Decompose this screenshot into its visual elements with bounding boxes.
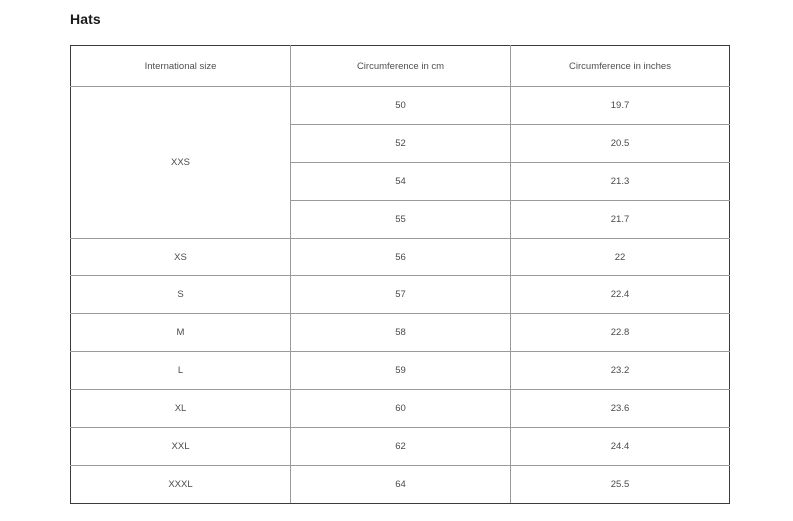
- table-header: International size Circumference in cm C…: [70, 45, 730, 87]
- cell-circumference-inches: 23.6: [510, 389, 730, 429]
- page-title: Hats: [70, 11, 101, 27]
- cell-international-size: XL: [70, 389, 291, 429]
- table-row: XXS 50 19.7: [70, 86, 730, 239]
- table-row: 55 21.7: [71, 199, 730, 239]
- cell-circumference-cm: 57: [290, 275, 511, 315]
- cell-circumference-inches: 20.5: [510, 123, 730, 163]
- cell-international-size: XXS: [70, 86, 291, 239]
- cell-circumference-cm: 52: [290, 123, 511, 163]
- table-row: XXXL 64 25.5: [70, 464, 730, 504]
- cell-international-size: XXXL: [70, 464, 291, 504]
- cell-international-size: S: [70, 275, 291, 315]
- cell-international-size: L: [70, 351, 291, 391]
- cell-circumference-inches: 19.7: [510, 86, 730, 125]
- cell-circumference-cm: 60: [290, 389, 511, 429]
- cell-circumference-inches: 24.4: [510, 427, 730, 466]
- cell-circumference-inches: 25.5: [510, 464, 730, 504]
- cell-circumference-cm: 58: [290, 313, 511, 353]
- cell-circumference-cm: 54: [290, 161, 511, 201]
- table-row: XXL 62 24.4: [70, 427, 730, 466]
- table-row: L 59 23.2: [70, 351, 730, 391]
- cell-international-size: M: [70, 313, 291, 353]
- table-row: S 57 22.4: [70, 275, 730, 315]
- table-row: XS 56 22: [70, 237, 730, 277]
- cell-circumference-inches: 22.4: [510, 275, 730, 315]
- cell-circumference-inches: 21.7: [510, 199, 730, 239]
- cell-circumference-cm: 64: [290, 464, 511, 504]
- column-header-circumference-inches: Circumference in inches: [510, 45, 730, 87]
- table-row: XL 60 23.6: [70, 389, 730, 429]
- table-row: M 58 22.8: [70, 313, 730, 353]
- cell-circumference-inches: 21.3: [510, 161, 730, 201]
- table-body: XXS 50 19.7 52 20.5 54 21.3 55 21.7 XS 56 22 S 57 22.4…: [70, 86, 730, 504]
- cell-international-size: XXL: [70, 427, 291, 466]
- size-chart-container: International size Circumference in cm C…: [70, 45, 730, 504]
- size-chart-table: International size Circumference in cm C…: [70, 45, 730, 504]
- cell-circumference-inches: 22.8: [510, 313, 730, 353]
- cell-circumference-cm: 50: [290, 86, 511, 125]
- cell-circumference-cm: 55: [290, 199, 511, 239]
- cell-circumference-cm: 56: [290, 237, 511, 277]
- cell-international-size: XS: [70, 237, 291, 277]
- cell-circumference-cm: 59: [290, 351, 511, 391]
- column-header-international-size: International size: [70, 45, 291, 87]
- table-row: 54 21.3: [71, 161, 730, 201]
- table-header-row: International size Circumference in cm C…: [70, 45, 730, 87]
- cell-circumference-inches: 23.2: [510, 351, 730, 391]
- column-header-circumference-cm: Circumference in cm: [290, 45, 511, 87]
- table-row: 52 20.5: [71, 123, 730, 163]
- cell-circumference-cm: 62: [290, 427, 511, 466]
- cell-circumference-inches: 22: [510, 237, 730, 277]
